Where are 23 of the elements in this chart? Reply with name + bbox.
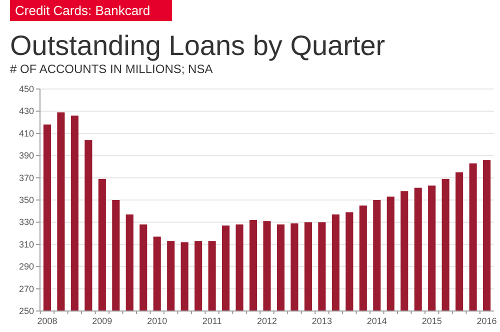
chart-subtitle: # OF ACCOUNTS IN MILLIONS; NSA	[10, 62, 213, 76]
y-tick-label: 250	[18, 306, 34, 316]
x-tick-label: 2011	[202, 316, 222, 326]
y-tick-label: 390	[18, 150, 34, 161]
y-tick-label: 450	[18, 84, 34, 94]
y-tick-label: 310	[18, 239, 34, 250]
chart-title: Outstanding Loans by Quarter	[10, 30, 386, 61]
y-tick-label: 370	[18, 172, 34, 183]
y-tick-label: 330	[18, 217, 34, 228]
x-tick-label: 2009	[92, 316, 112, 326]
x-tick-label: 2014	[366, 316, 387, 326]
x-tick-label: 2010	[147, 316, 168, 326]
x-tick-label: 2013	[312, 316, 332, 326]
y-tick-label: 430	[18, 106, 34, 116]
x-tick-label: 2008	[37, 316, 58, 326]
y-tick-label: 350	[18, 195, 34, 205]
x-tick-label: 2015	[422, 316, 442, 326]
text: Credit Cards: Bankcard	[15, 3, 150, 18]
y-tick-label: 410	[18, 128, 34, 138]
x-tick-label: 2012	[256, 316, 278, 326]
y-tick-label: 270	[18, 284, 34, 294]
x-tick-label: 2016	[476, 316, 497, 326]
y-tick-label: 290	[18, 262, 34, 272]
